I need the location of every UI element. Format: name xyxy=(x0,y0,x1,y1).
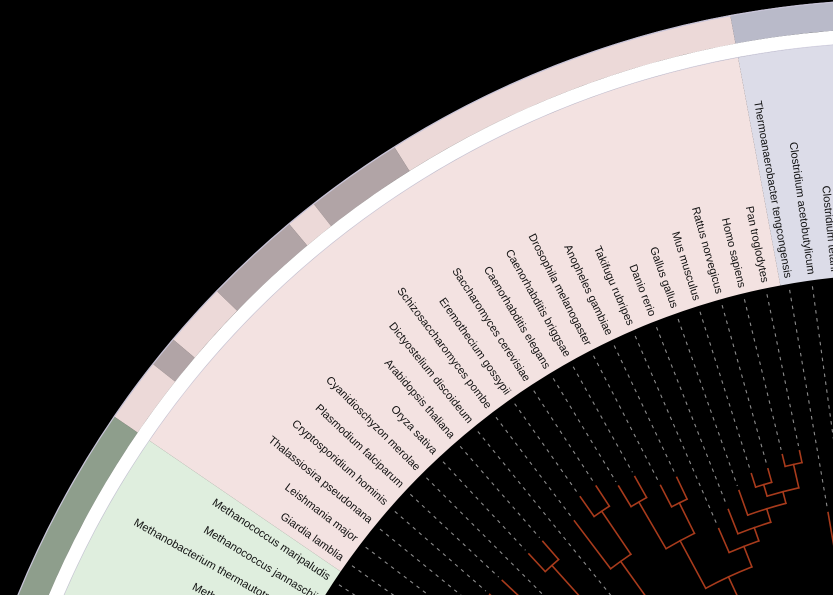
tree-branch xyxy=(619,560,646,595)
domain-region-archaea xyxy=(64,440,341,595)
inner-rim-line xyxy=(63,44,833,595)
tree-branch xyxy=(798,449,803,464)
tree-branch xyxy=(501,579,519,595)
tree-branches xyxy=(488,449,833,595)
taxonomy-band-segment xyxy=(393,15,736,172)
tree-branch xyxy=(678,501,696,535)
taxonomy-band-segment xyxy=(288,203,332,246)
tree-branch xyxy=(742,545,753,568)
taxonomy-band-segment xyxy=(152,339,195,382)
domain-regions xyxy=(63,44,833,595)
domain-region-eukaryota xyxy=(149,57,781,572)
tree-branch xyxy=(762,483,769,498)
tree-branch xyxy=(637,500,668,550)
tree-branch xyxy=(781,453,787,468)
tree-branch xyxy=(750,472,757,489)
tree-branch xyxy=(792,463,800,489)
leaf-connector-line xyxy=(477,431,612,595)
leaf-connector-line xyxy=(721,304,768,465)
tree-branch xyxy=(550,564,580,595)
domain-region-bacteria xyxy=(738,44,833,286)
leaf-connector-line xyxy=(426,477,545,595)
tree-branch xyxy=(573,519,612,570)
taxonomy-band-segment xyxy=(113,363,176,433)
tree-branch xyxy=(781,490,787,505)
taxonomy-band-segment xyxy=(313,146,410,227)
tree-branch xyxy=(675,476,689,501)
tree-branch xyxy=(727,508,739,535)
taxonomy-band-segment xyxy=(216,223,308,311)
taxonomy-band-segment xyxy=(730,1,833,44)
tree-branch xyxy=(765,507,772,524)
tree-branch xyxy=(579,495,596,518)
tree-branch xyxy=(541,540,560,561)
tree-branch xyxy=(527,552,547,573)
leaf-connector-line xyxy=(514,403,578,494)
tree-branch xyxy=(737,489,749,517)
taxonomy-band-segment xyxy=(172,290,238,358)
leaf-connector-line xyxy=(379,528,462,595)
tree-branch xyxy=(659,484,673,508)
leaf-connector-line xyxy=(766,294,800,447)
tree-branch xyxy=(600,510,632,556)
leaf-connector-line xyxy=(677,318,738,487)
leaf-connectors xyxy=(338,286,833,595)
leaf-connector-line xyxy=(699,311,751,470)
tree-branch xyxy=(617,484,633,508)
tree-branch xyxy=(727,575,738,595)
tree-branch xyxy=(753,526,760,542)
tree-branch xyxy=(679,539,707,590)
leaf-connector-line xyxy=(365,546,430,595)
tree-branch xyxy=(633,475,648,499)
leaf-connector-line xyxy=(743,299,782,451)
leaf-connector-line xyxy=(634,335,718,525)
leaf-connector-line xyxy=(789,289,828,508)
leaf-connector-line xyxy=(533,390,594,483)
tree-branch xyxy=(595,484,611,508)
tree-branch xyxy=(827,511,833,546)
taxonomy-band-segment xyxy=(17,416,138,595)
tree-branch xyxy=(717,527,731,554)
leaf-connector-line xyxy=(495,416,572,518)
tree-branch xyxy=(766,467,773,484)
leaf-connector-line xyxy=(811,286,833,440)
